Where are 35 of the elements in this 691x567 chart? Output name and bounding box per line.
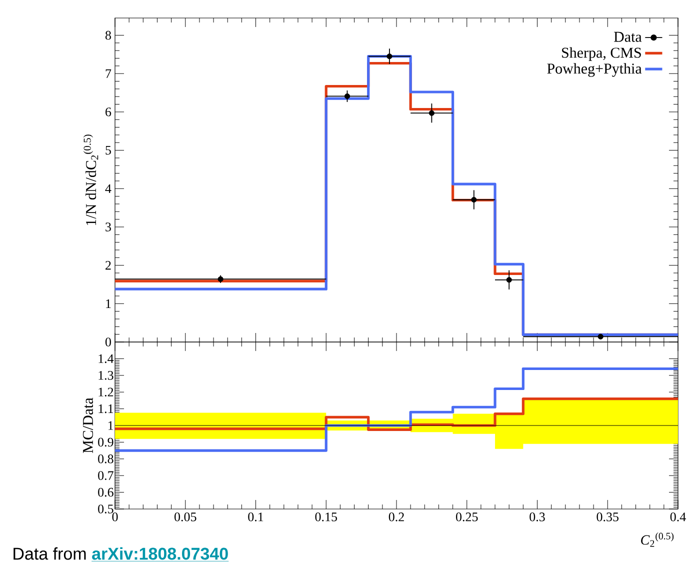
y-tick-label: 0.8	[98, 454, 114, 464]
x-tick-label: 0.3	[530, 512, 545, 522]
text: Data from	[14, 547, 86, 560]
text: arXiv:1808.07340	[92, 547, 228, 560]
y-tick-label: 2	[106, 261, 111, 270]
y-tick-label: 1	[106, 299, 111, 308]
y-tick-label: 1.1	[98, 404, 114, 414]
y-tick-label: 4	[105, 184, 112, 193]
x-tick-label: 0.05	[174, 512, 196, 522]
y-tick-label: 1.2	[98, 388, 114, 396]
x-tick-label: 0.2	[388, 512, 404, 522]
y-tick-label: 1.3	[98, 370, 114, 380]
y-tick-label: 1	[108, 421, 114, 430]
legend-label: Powheg+Pythia	[547, 63, 642, 77]
x-tick-label: 0.15	[315, 512, 337, 522]
y-tick-label: 0.7	[98, 471, 114, 480]
x-tick-label: 0.35	[596, 512, 618, 522]
y-tick-label: 0.9	[98, 438, 114, 447]
legend-label: Sherpa, CMS	[562, 47, 641, 61]
y-tick-label: 0.5	[98, 504, 114, 514]
x-tick-label: 0.4	[670, 512, 686, 522]
legend-label: Data	[614, 32, 642, 42]
y-tick-label: 6	[106, 108, 112, 116]
y-tick-label: 0.6	[98, 488, 114, 497]
x-tick-label: 0.25	[456, 512, 478, 522]
x-axis-title: C$_{2}$(0.5)	[641, 532, 674, 547]
y-tick-label: 5	[106, 146, 111, 155]
y-tick-label: 8	[105, 30, 111, 40]
x-tick-label: 0.1	[248, 512, 264, 522]
y-tick-label: 3	[106, 222, 111, 232]
y-tick-label: 1.4	[98, 354, 114, 364]
y-tick-label: 0	[105, 338, 111, 346]
y-tick-label: 7	[106, 69, 112, 78]
y-axis-title: MC/Data	[82, 398, 94, 453]
y-axis-title: 1/N dN/dC$_{2}$(0.5)	[83, 134, 98, 225]
